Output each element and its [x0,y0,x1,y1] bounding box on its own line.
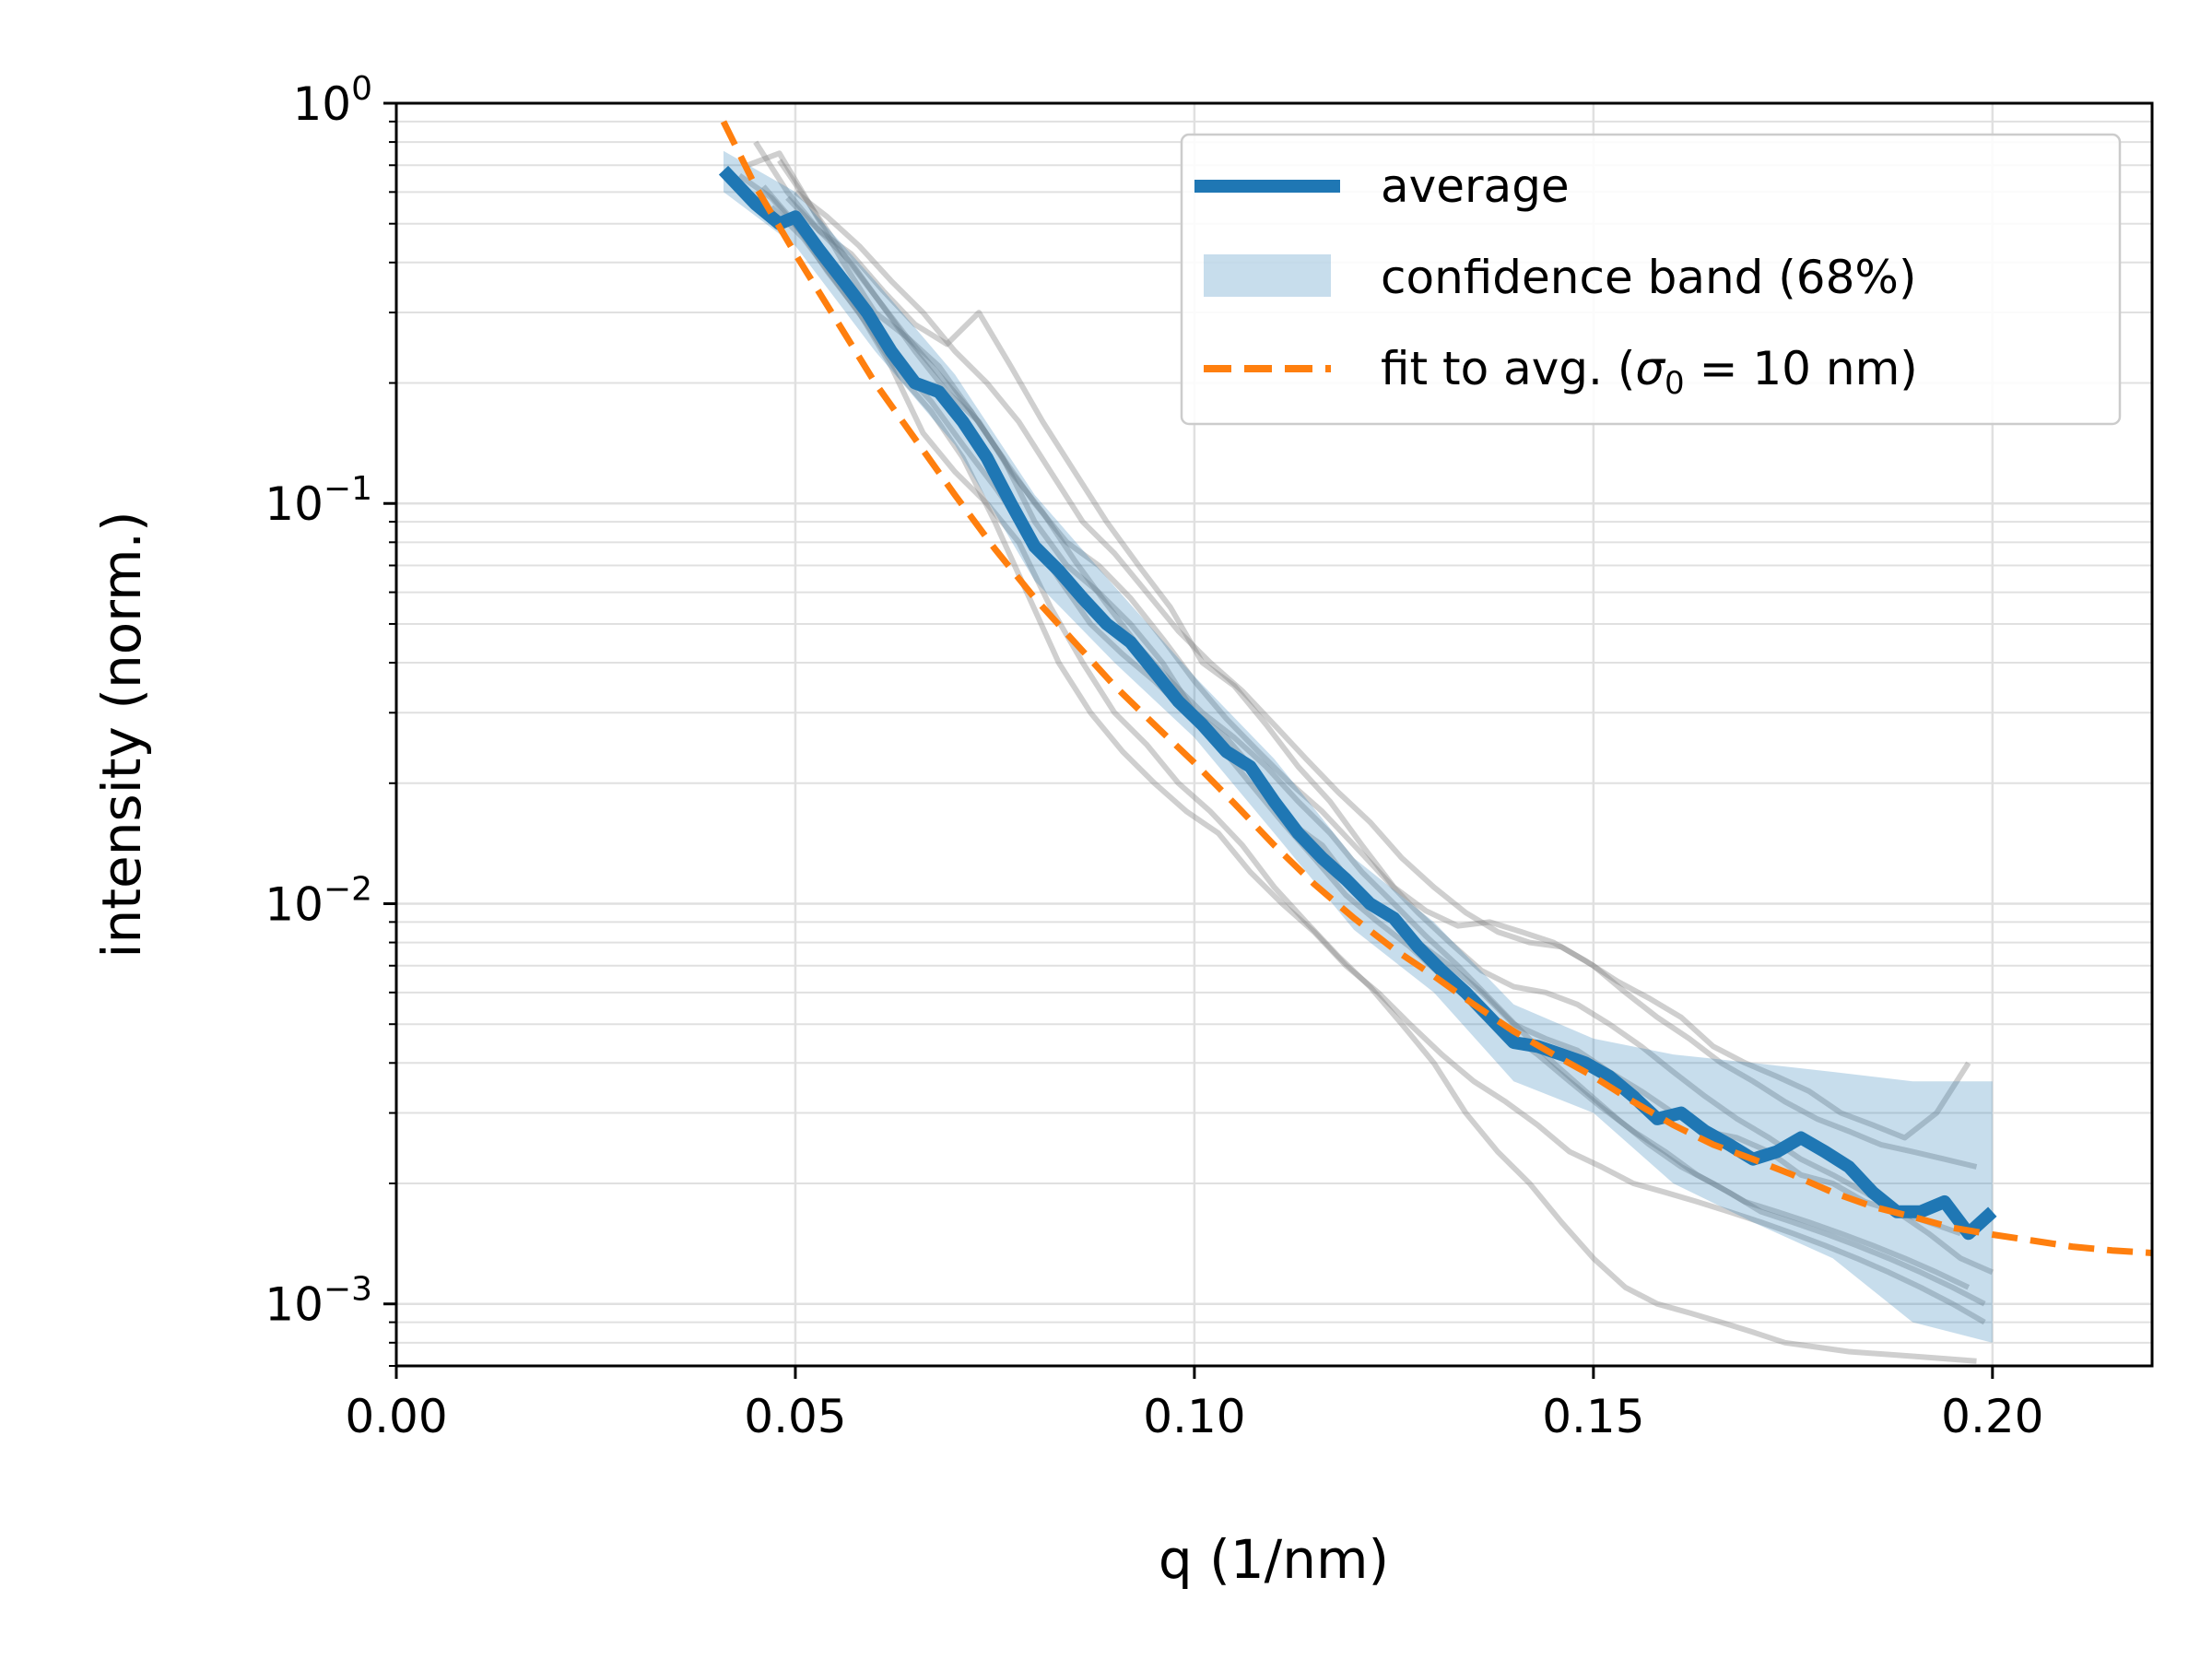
y-tick-label-exponent: 0 [351,70,372,108]
x-tick-label: 0.20 [1941,1390,2043,1443]
sample-trace [785,195,1971,1290]
y-tick-label-base: 10 [292,77,351,131]
legend-label-fit-subscript: 0 [1665,365,1685,402]
sample-trace [777,159,1994,1276]
sample-trace [769,205,1986,1325]
y-axis-label: intensity (norm.) [90,511,153,958]
legend-label-fit-tail: = 10 nm) [1685,342,1918,395]
legend-label-band: confidence band (68%) [1381,251,1916,304]
fit-line [720,120,2152,1256]
sample-trace [753,140,1971,1141]
legend-label-average: average [1381,159,1570,213]
y-tick-label-base: 10 [265,1278,324,1332]
y-tick-label: 10−1 [265,470,372,531]
sample-trace [761,184,1977,1364]
y-tick-label-exponent: −2 [324,870,372,908]
y-tick-label: 10−2 [265,870,372,931]
legend-frame [1180,133,2122,426]
y-tick-label-exponent: −1 [324,470,372,508]
y-tick-label: 100 [292,70,372,131]
sample-trace [737,172,1986,1307]
average-line [718,165,1997,1241]
plot-area [718,120,2152,1364]
x-tick-label: 0.05 [744,1390,846,1443]
legend: average confidence band (68%) fit to avg… [1180,133,2122,426]
sample-trace [794,189,1978,1170]
axes-frame [394,101,2154,1368]
x-tick-label: 0.00 [345,1390,447,1443]
y-tick-label-exponent: −3 [324,1271,372,1309]
legend-label-fit-text: fit to avg. ( [1381,342,1635,395]
x-tick-label: 0.10 [1143,1390,1245,1443]
legend-swatch-band [1204,254,1331,297]
y-tick-label-base: 10 [265,477,324,531]
legend-label-fit: fit to avg. (σ0 = 10 nm) [1381,342,1918,402]
y-tick-label-base: 10 [265,877,324,931]
legend-label-fit-sigma: σ [1635,342,1665,395]
x-axis-label: q (1/nm) [1159,1528,1389,1591]
confidence-band [724,150,1993,1343]
x-tick-label: 0.15 [1542,1390,1644,1443]
y-tick-label: 10−3 [265,1271,372,1332]
